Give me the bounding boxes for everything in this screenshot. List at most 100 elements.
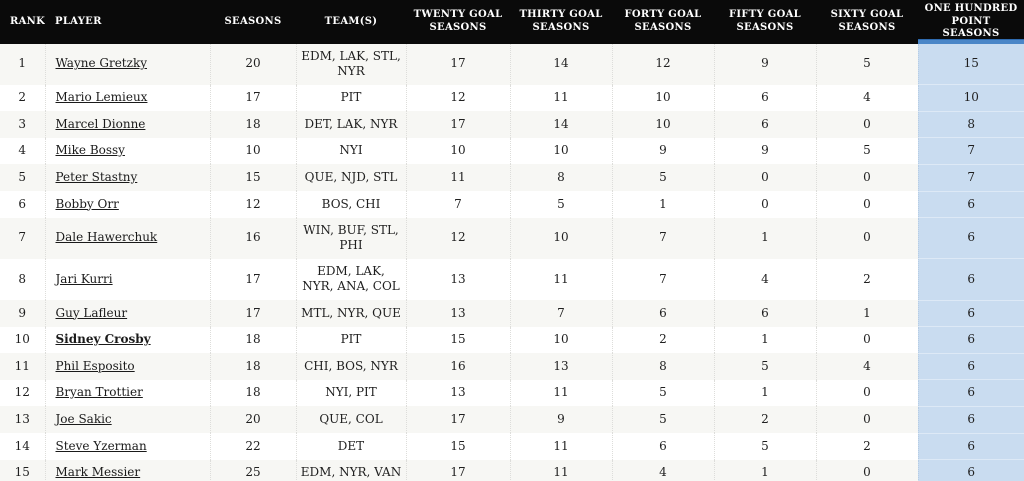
fifty-goal-seasons-cell: 6 [713, 84, 816, 112]
teams-cell: QUE, NJD, STL [295, 164, 406, 192]
player-link[interactable]: Bobby Orr [55, 196, 119, 211]
thirty-goal-seasons-cell: 11 [509, 433, 612, 460]
forty-goal-seasons-cell: 5 [611, 379, 714, 407]
rank-cell: 5 [0, 164, 45, 192]
sixty-goal-seasons-cell: 0 [815, 164, 918, 192]
twenty-goal-seasons-cell: 16 [405, 353, 510, 380]
player-link[interactable]: Guy Lafleur [55, 305, 128, 320]
col-header-one-hundred-point-seasons[interactable]: ONE HUNDRED POINT SEASONS [918, 0, 1024, 44]
twenty-goal-seasons-cell: 17 [405, 459, 510, 481]
player-cell: Mike Bossy [44, 137, 210, 165]
one-hundred-point-seasons-cell: 6 [917, 353, 1024, 381]
seasons-cell: 17 [209, 84, 296, 112]
player-link[interactable]: Mario Lemieux [55, 90, 148, 105]
player-link[interactable]: Bryan Trottier [55, 385, 143, 400]
rank-cell: 11 [0, 353, 45, 380]
col-header-thirty-goal-seasons[interactable]: THIRTY GOAL SEASONS [510, 0, 612, 44]
rank-cell: 2 [0, 84, 45, 112]
player-cell: Mario Lemieux [44, 84, 210, 112]
col-header-rank[interactable]: RANK [0, 0, 45, 44]
forty-goal-seasons-cell: 7 [611, 258, 714, 301]
table-row: 11 Phil Esposito 18 CHI, BOS, NYR 16 13 … [0, 353, 1024, 381]
rank-cell: 3 [0, 111, 45, 138]
sixty-goal-seasons-cell: 0 [815, 217, 918, 259]
sixty-goal-seasons-cell: 0 [815, 459, 918, 481]
teams-cell: CHI, BOS, NYR [295, 353, 406, 380]
col-header-forty-goal-seasons[interactable]: FORTY GOAL SEASONS [612, 0, 714, 44]
twenty-goal-seasons-cell: 12 [405, 84, 510, 112]
col-header-twenty-goal-seasons[interactable]: TWENTY GOAL SEASONS [406, 0, 510, 44]
player-cell: Steve Yzerman [44, 433, 210, 460]
table-row: 15 Mark Messier 25 EDM, NYR, VAN 17 11 4… [0, 459, 1024, 481]
twenty-goal-seasons-cell: 15 [405, 326, 510, 354]
table-row: 10 Sidney Crosby 18 PIT 15 10 2 1 0 6 [0, 326, 1024, 354]
table-row: 13 Joe Sakic 20 QUE, COL 17 9 5 2 0 6 [0, 406, 1024, 434]
teams-cell: PIT [295, 84, 406, 112]
rank-cell: 7 [0, 217, 45, 259]
sixty-goal-seasons-cell: 0 [815, 326, 918, 354]
table-row: 9 Guy Lafleur 17 MTL, NYR, QUE 13 7 6 6 … [0, 300, 1024, 328]
seasons-cell: 18 [209, 353, 296, 380]
rank-cell: 13 [0, 406, 45, 433]
player-cell: Jari Kurri [44, 258, 210, 301]
sixty-goal-seasons-cell: 0 [815, 191, 918, 218]
player-cell: Bobby Orr [44, 191, 210, 218]
teams-cell: NYI, PIT [295, 379, 406, 407]
thirty-goal-seasons-cell: 7 [509, 300, 612, 327]
player-link[interactable]: Jari Kurri [55, 271, 113, 286]
player-cell: Mark Messier [44, 459, 210, 481]
seasons-cell: 20 [209, 406, 296, 433]
col-header-seasons[interactable]: SEASONS [210, 0, 296, 44]
teams-cell: MTL, NYR, QUE [295, 300, 406, 327]
sixty-goal-seasons-cell: 0 [815, 406, 918, 433]
thirty-goal-seasons-cell: 10 [509, 217, 612, 259]
player-link[interactable]: Joe Sakic [55, 411, 112, 426]
one-hundred-point-seasons-cell: 6 [917, 326, 1024, 354]
player-link[interactable]: Peter Stastny [55, 169, 138, 184]
forty-goal-seasons-cell: 9 [611, 137, 714, 165]
player-link[interactable]: Phil Esposito [55, 358, 135, 373]
seasons-cell: 17 [209, 300, 296, 327]
player-link[interactable]: Mike Bossy [55, 143, 125, 158]
table-row: 7 Dale Hawerchuk 16 WIN, BUF, STL, PHI 1… [0, 217, 1024, 260]
one-hundred-point-seasons-cell: 6 [917, 258, 1024, 301]
rank-cell: 14 [0, 433, 45, 460]
thirty-goal-seasons-cell: 11 [509, 379, 612, 407]
teams-cell: DET, LAK, NYR [295, 111, 406, 138]
seasons-cell: 20 [209, 43, 296, 85]
player-link[interactable]: Wayne Gretzky [55, 56, 148, 71]
col-header-teams[interactable]: TEAM(S) [296, 0, 406, 44]
forty-goal-seasons-cell: 8 [611, 353, 714, 380]
thirty-goal-seasons-cell: 11 [509, 258, 612, 301]
rank-cell: 12 [0, 379, 45, 407]
one-hundred-point-seasons-cell: 6 [917, 300, 1024, 328]
player-cell: Guy Lafleur [44, 300, 210, 327]
player-cell: Sidney Crosby [44, 326, 210, 354]
teams-cell: WIN, BUF, STL, PHI [295, 217, 406, 259]
twenty-goal-seasons-cell: 7 [405, 191, 510, 218]
rank-cell: 10 [0, 326, 45, 354]
one-hundred-point-seasons-cell: 15 [917, 43, 1024, 86]
col-header-player[interactable]: PLAYER [45, 0, 210, 44]
fifty-goal-seasons-cell: 1 [713, 217, 816, 259]
fifty-goal-seasons-cell: 9 [713, 43, 816, 85]
col-header-sixty-goal-seasons[interactable]: SIXTY GOAL SEASONS [816, 0, 918, 44]
col-header-fifty-goal-seasons[interactable]: FIFTY GOAL SEASONS [714, 0, 816, 44]
sixty-goal-seasons-cell: 2 [815, 258, 918, 301]
player-link[interactable]: Mark Messier [55, 465, 141, 480]
player-link[interactable]: Dale Hawerchuk [55, 230, 158, 245]
player-cell: Marcel Dionne [44, 111, 210, 138]
twenty-goal-seasons-cell: 13 [405, 258, 510, 301]
forty-goal-seasons-cell: 4 [611, 459, 714, 481]
player-cell: Bryan Trottier [44, 379, 210, 407]
player-link[interactable]: Steve Yzerman [55, 438, 147, 453]
player-link[interactable]: Marcel Dionne [55, 116, 146, 131]
seasons-cell: 12 [209, 191, 296, 218]
seasons-cell: 18 [209, 111, 296, 138]
player-link[interactable]: Sidney Crosby [55, 332, 151, 347]
sixty-goal-seasons-cell: 0 [815, 111, 918, 138]
fifty-goal-seasons-cell: 0 [713, 191, 816, 218]
table-row: 1 Wayne Gretzky 20 EDM, LAK, STL, NYR 17… [0, 43, 1024, 86]
fifty-goal-seasons-cell: 9 [713, 137, 816, 165]
fifty-goal-seasons-cell: 6 [713, 111, 816, 138]
